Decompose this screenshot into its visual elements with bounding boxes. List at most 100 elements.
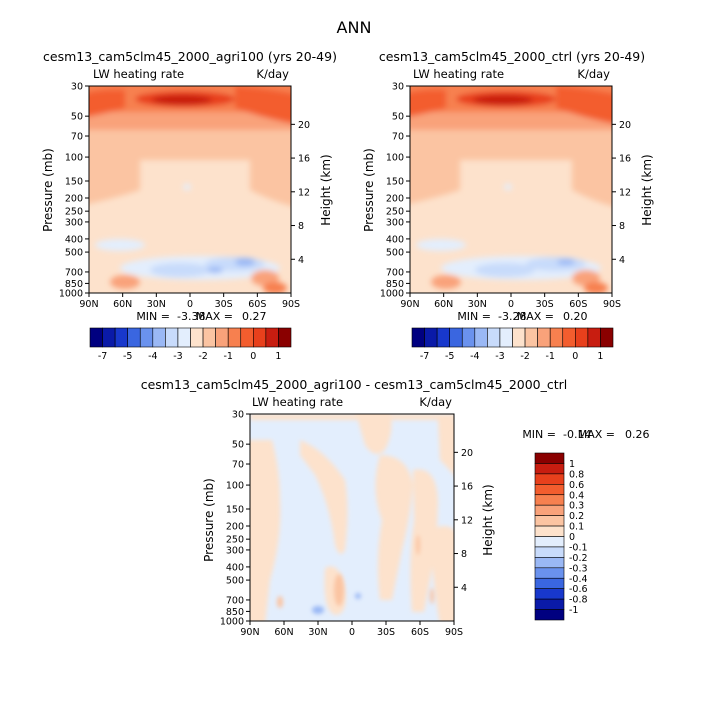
stat-min-label: MIN = (457, 310, 491, 323)
x-tick-label: 30N (147, 299, 166, 310)
x-tick-label: 60N (113, 299, 132, 310)
colorbar-swatch (424, 327, 438, 348)
colorbar-label: 1 (275, 351, 281, 362)
colorbar-swatch (534, 504, 565, 516)
colorbar-label: -0.2 (569, 553, 588, 564)
stat-min-label: MIN = (522, 428, 556, 441)
x-tick-label: 60N (274, 627, 293, 638)
colorbar-swatch (474, 327, 488, 348)
x-axis: 90N 60N 30N 0 30S 60S 90S (240, 621, 463, 638)
colorbar-swatch (534, 484, 565, 496)
stat-min-value: -3.38 (177, 310, 205, 323)
colorbar-swatch (534, 494, 565, 506)
colorbar-swatch (537, 327, 551, 348)
colorbar-swatch (534, 598, 565, 610)
y-tick-label: 500 (65, 248, 83, 259)
y-tick-label: 300 (65, 217, 83, 228)
colorbar-swatch (575, 327, 589, 348)
y-right-tick-label: 16 (298, 154, 310, 165)
colorbar-swatch (165, 327, 179, 348)
colorbar-label: 0.2 (569, 511, 584, 522)
y-tick-label: 300 (226, 545, 244, 556)
colorbar-swatch (240, 327, 254, 348)
x-tick-label: 60S (411, 627, 429, 638)
y-right-tick-label: 20 (298, 120, 310, 131)
x-tick-label: 90S (282, 299, 300, 310)
stat-max-label: MAX = (517, 310, 554, 323)
y-tick-label: 500 (226, 576, 244, 587)
panel-agri100: cesm13_cam5clm45_2000_agri100 (yrs 20-49… (41, 49, 337, 362)
y-right-tick-label: 4 (619, 255, 625, 266)
y-tick-label: 850 (226, 607, 244, 618)
contour-field (410, 86, 612, 293)
stat-min-label: MIN = (136, 310, 170, 323)
colorbar-label: 0.1 (569, 522, 584, 533)
stat-min-value: -3.28 (498, 310, 526, 323)
y-tick-label: 500 (386, 248, 404, 259)
y-tick-label: 30 (71, 82, 83, 93)
x-tick-label: 30S (215, 299, 233, 310)
panel-title: cesm13_cam5clm45_2000_agri100 - cesm13_c… (141, 377, 568, 392)
y-tick-label: 250 (65, 207, 83, 218)
x-tick-label: 90N (240, 627, 259, 638)
y-tick-label: 200 (226, 521, 244, 532)
y-tick-label: 850 (65, 279, 83, 290)
y-right-tick-label: 8 (619, 221, 625, 232)
y-tick-label: 50 (71, 112, 83, 123)
units-label: K/day (577, 67, 610, 81)
y-axis-title: Pressure (mb) (202, 478, 216, 562)
y-axis-right-title: Height (km) (481, 484, 495, 555)
x-tick-label: 60N (434, 299, 453, 310)
colorbar-swatch (534, 452, 565, 464)
y-tick-label: 70 (232, 460, 244, 471)
x-tick-label: 60S (248, 299, 266, 310)
y-right-tick-label: 12 (461, 515, 473, 526)
colorbar: -7 -5 -4 -3 -2 -1 0 1 (89, 327, 292, 362)
stat-min-value: -0.14 (563, 428, 591, 441)
colorbar-swatch (499, 327, 513, 348)
x-tick-label: 30S (536, 299, 554, 310)
y-tick-label: 50 (392, 112, 404, 123)
colorbar-swatch (215, 327, 229, 348)
stat-max-value: 0.26 (625, 428, 650, 441)
y-tick-label: 250 (226, 535, 244, 546)
colorbar-swatch (512, 327, 526, 348)
colorbar-label: 0 (572, 351, 578, 362)
colorbar-swatch (127, 327, 141, 348)
colorbar-label: -4 (470, 351, 479, 362)
colorbar-label: -7 (420, 351, 429, 362)
y-tick-label: 700 (386, 267, 404, 278)
panel-title: cesm13_cam5clm45_2000_ctrl (yrs 20-49) (379, 49, 645, 64)
y-tick-label: 150 (65, 177, 83, 188)
colorbar-label: -0.1 (569, 542, 588, 553)
stat-max-value: 0.27 (242, 310, 267, 323)
panel-ctrl: cesm13_cam5clm45_2000_ctrl (yrs 20-49) L… (362, 49, 654, 362)
colorbar-swatch (534, 557, 565, 569)
colorbar-swatch (177, 327, 191, 348)
y-tick-label: 30 (392, 82, 404, 93)
colorbar-label: -3 (495, 351, 504, 362)
colorbar-swatch (524, 327, 538, 348)
colorbar-swatch (534, 577, 565, 589)
y-right-tick-label: 12 (298, 187, 310, 198)
stat-max-label: MAX = (578, 428, 615, 441)
x-tick-label: 90N (79, 299, 98, 310)
colorbar-swatch (202, 327, 216, 348)
y-tick-label: 400 (386, 234, 404, 245)
colorbar-label: -2 (198, 351, 207, 362)
colorbar-label: 0.8 (569, 469, 584, 480)
colorbar-label: 0 (569, 532, 575, 543)
x-tick-label: 0 (187, 299, 193, 310)
colorbar-label: -0.8 (569, 595, 588, 606)
colorbar-swatch (139, 327, 154, 348)
colorbar-swatch (562, 327, 576, 348)
y-tick-label: 30 (232, 410, 244, 421)
colorbar-label: -7 (98, 351, 107, 362)
colorbar-swatch (534, 525, 565, 537)
colorbar-swatch (89, 327, 103, 348)
colorbar-label: 1 (569, 459, 575, 470)
y-right-tick-label: 16 (461, 482, 473, 493)
left-label: LW heating rate (93, 67, 184, 81)
colorbar-swatch (227, 327, 242, 348)
